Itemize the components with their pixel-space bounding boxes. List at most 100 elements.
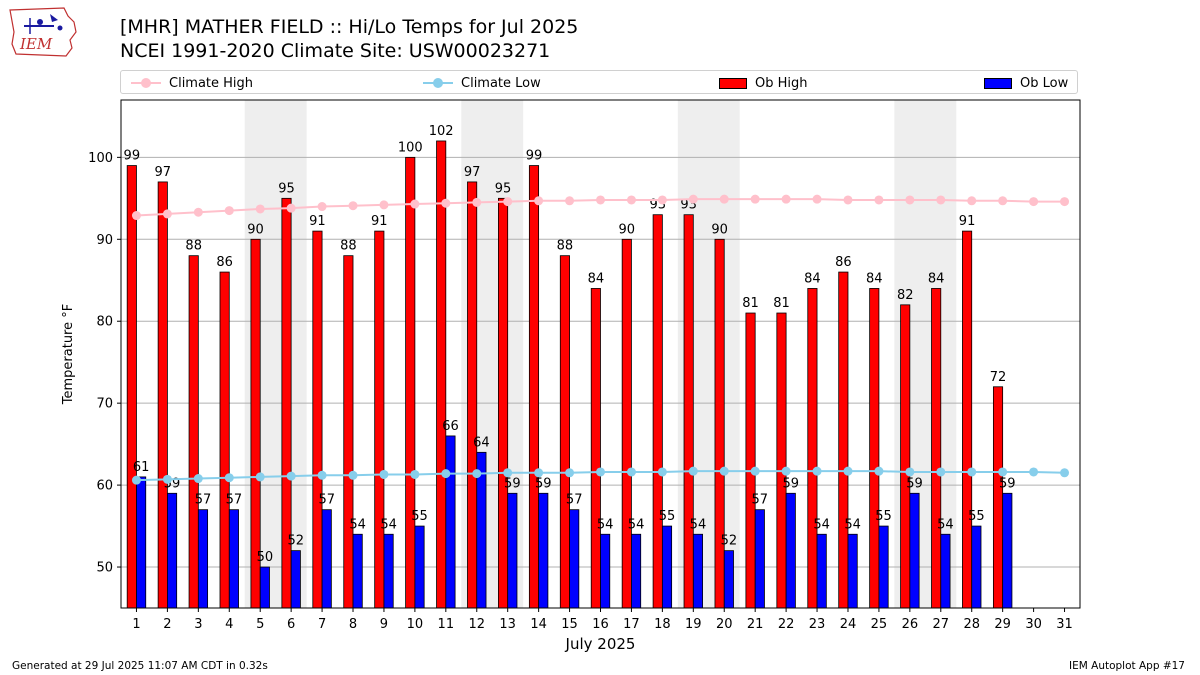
x-tick-label: 31 bbox=[1056, 617, 1073, 632]
climate-high-point bbox=[131, 211, 141, 221]
ob-high-bar bbox=[931, 288, 942, 609]
climate-low-point bbox=[193, 474, 203, 484]
x-tick-label: 11 bbox=[438, 617, 455, 632]
x-tick-label: 22 bbox=[778, 617, 795, 632]
ob-high-label: 84 bbox=[588, 271, 605, 286]
x-tick-label: 17 bbox=[623, 617, 640, 632]
x-tick-label: 27 bbox=[933, 617, 950, 632]
ob-low-label: 59 bbox=[782, 476, 799, 491]
climate-high-point bbox=[534, 196, 544, 206]
chart-subtitle: NCEI 1991-2020 Climate Site: USW00023271 bbox=[120, 40, 551, 62]
ob-low-bar bbox=[816, 533, 827, 609]
climate-low-point bbox=[162, 474, 172, 484]
ob-high-bar bbox=[467, 181, 478, 609]
ob-high-label: 91 bbox=[309, 214, 326, 229]
legend-item-climate-high: Climate High bbox=[131, 74, 253, 92]
legend-label: Climate High bbox=[169, 75, 254, 91]
climate-high-point bbox=[596, 195, 605, 205]
ob-low-label: 54 bbox=[937, 517, 954, 532]
ob-high-label: 95 bbox=[278, 181, 295, 196]
climate-high-point bbox=[1029, 197, 1039, 207]
x-tick-label: 18 bbox=[654, 617, 671, 632]
climate-low-point bbox=[348, 470, 358, 480]
ob-high-label: 97 bbox=[154, 165, 171, 180]
climate-low-point bbox=[286, 471, 296, 481]
climate-high-point bbox=[224, 206, 234, 216]
climate-high-point bbox=[905, 195, 915, 205]
climate-high-point bbox=[286, 203, 296, 213]
x-tick-label: 28 bbox=[963, 617, 980, 632]
ob-low-label: 55 bbox=[968, 509, 985, 524]
climate-high-point bbox=[812, 194, 822, 204]
x-axis-label: July 2025 bbox=[565, 635, 636, 653]
ob-low-label: 57 bbox=[566, 493, 583, 508]
x-tick-label: 9 bbox=[380, 617, 388, 632]
ob-high-bar bbox=[312, 230, 323, 609]
ob-high-label: 81 bbox=[773, 296, 790, 311]
climate-low-point bbox=[441, 469, 451, 479]
ob-high-label: 81 bbox=[742, 296, 759, 311]
ob-high-bar bbox=[374, 230, 385, 609]
climate-high-point bbox=[843, 195, 853, 205]
ob-high-label: 90 bbox=[711, 222, 728, 237]
ob-low-label: 54 bbox=[844, 517, 861, 532]
climate-low-point bbox=[534, 468, 544, 478]
climate-low-point bbox=[657, 467, 667, 477]
climate-high-point bbox=[441, 198, 451, 208]
logo-text: IEM bbox=[19, 35, 53, 53]
legend-label: Ob Low bbox=[1020, 75, 1069, 91]
ob-low-label: 50 bbox=[257, 550, 274, 565]
ob-low-label: 52 bbox=[721, 534, 738, 549]
climate-low-point bbox=[1029, 467, 1039, 477]
ob-high-bar bbox=[807, 288, 818, 609]
footer-app: IEM Autoplot App #17 bbox=[1069, 660, 1185, 672]
legend-item-ob-high: Ob High bbox=[719, 74, 808, 92]
x-tick-label: 20 bbox=[716, 617, 733, 632]
ob-high-label: 86 bbox=[835, 255, 852, 270]
climate-low-point bbox=[410, 469, 420, 479]
ob-low-bar bbox=[538, 492, 549, 609]
x-tick-label: 23 bbox=[809, 617, 826, 632]
ob-high-bar bbox=[714, 238, 725, 609]
climate-low-point bbox=[565, 468, 575, 478]
ob-low-bar bbox=[167, 492, 178, 609]
ob-high-bar bbox=[157, 181, 168, 609]
ob-high-bar bbox=[436, 140, 447, 609]
climate-high-point bbox=[688, 194, 698, 204]
ob-low-bar bbox=[600, 533, 611, 609]
ob-low-bar bbox=[507, 492, 518, 609]
ob-low-label: 61 bbox=[133, 460, 150, 475]
climate-high-point bbox=[348, 201, 358, 211]
ob-low-label: 54 bbox=[628, 517, 645, 532]
ob-high-bar bbox=[559, 255, 570, 609]
legend-item-ob-low: Ob Low bbox=[984, 74, 1068, 92]
climate-low-point bbox=[503, 468, 513, 478]
x-tick-label: 10 bbox=[407, 617, 424, 632]
ob-high-bar bbox=[683, 214, 694, 609]
ob-low-bar bbox=[290, 550, 301, 609]
ob-low-label: 57 bbox=[752, 493, 769, 508]
climate-low-point bbox=[626, 467, 636, 477]
climate-low-point bbox=[472, 469, 482, 479]
x-tick-label: 13 bbox=[499, 617, 516, 632]
x-tick-label: 8 bbox=[349, 617, 357, 632]
ob-low-bar bbox=[940, 533, 951, 609]
x-tick-label: 30 bbox=[1025, 617, 1042, 632]
ob-low-bar bbox=[785, 492, 796, 609]
chart-legend: Climate High Climate Low Ob High Ob Low bbox=[120, 70, 1078, 94]
ob-low-swatch-icon bbox=[984, 77, 1012, 89]
x-tick-label: 3 bbox=[194, 617, 202, 632]
x-tick-label: 26 bbox=[902, 617, 919, 632]
y-tick-label: 50 bbox=[96, 561, 113, 576]
chart-title: [MHR] MATHER FIELD :: Hi/Lo Temps for Ju… bbox=[120, 16, 579, 38]
ob-low-label: 57 bbox=[318, 493, 335, 508]
ob-low-label: 55 bbox=[411, 509, 428, 524]
ob-high-label: 91 bbox=[959, 214, 976, 229]
ob-low-bar bbox=[445, 435, 456, 609]
ob-high-bar bbox=[900, 304, 911, 609]
climate-high-point bbox=[410, 199, 420, 209]
climate-high-point bbox=[750, 194, 760, 204]
ob-high-label: 72 bbox=[990, 370, 1007, 385]
ob-low-label: 57 bbox=[195, 493, 212, 508]
